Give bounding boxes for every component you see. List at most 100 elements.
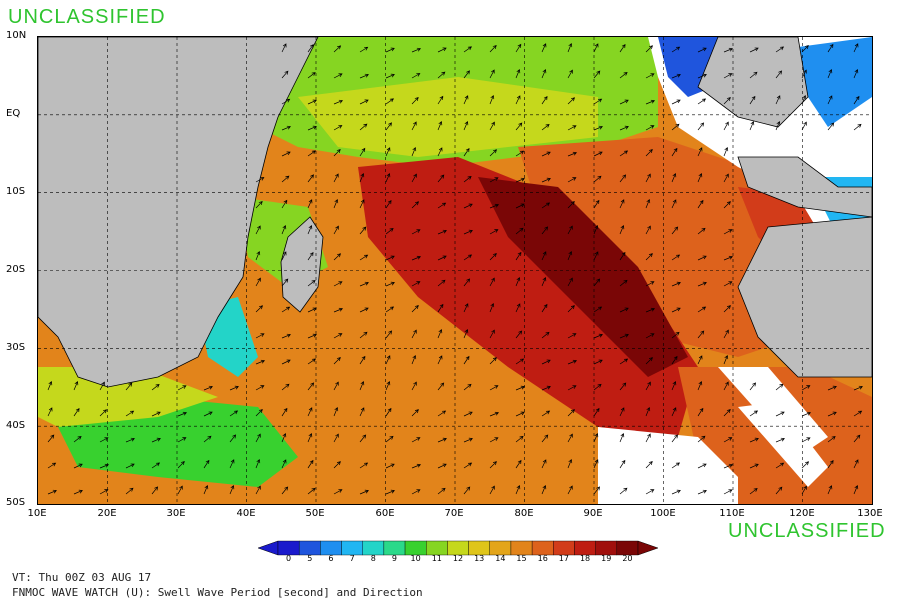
direction-arrow xyxy=(671,226,679,235)
legend-swatch xyxy=(553,540,575,556)
legend-value-label: 12 xyxy=(452,554,464,563)
direction-arrow xyxy=(463,203,473,209)
direction-arrow xyxy=(255,250,261,261)
direction-arrow xyxy=(619,43,626,53)
lat-label-10n: 10N xyxy=(6,30,27,41)
direction-arrow xyxy=(853,69,859,79)
direction-arrow xyxy=(619,199,625,209)
direction-arrow xyxy=(619,433,625,443)
direction-arrow xyxy=(99,489,109,495)
direction-arrow xyxy=(775,383,784,391)
central-red-band xyxy=(358,157,698,437)
direction-arrow xyxy=(671,254,681,261)
direction-arrow xyxy=(437,355,443,365)
direction-arrow xyxy=(671,173,677,183)
direction-arrow xyxy=(541,43,547,53)
lon-label-30e: 30E xyxy=(166,508,186,519)
direction-arrow xyxy=(333,45,342,53)
direction-arrow xyxy=(723,173,729,183)
direction-arrow xyxy=(723,489,733,495)
direction-arrow xyxy=(775,121,781,131)
southeast-asia-landmass xyxy=(697,37,809,128)
direction-arrow xyxy=(73,489,83,495)
direction-arrow xyxy=(671,331,680,339)
direction-arrow xyxy=(359,462,369,469)
direction-arrow xyxy=(541,202,551,209)
direction-arrow xyxy=(567,201,575,209)
legend-value-label: 0 xyxy=(286,554,292,563)
direction-arrow xyxy=(333,461,341,469)
legend-value-label: 18 xyxy=(579,554,591,563)
direction-arrow xyxy=(333,148,341,157)
direction-arrow xyxy=(463,411,473,417)
direction-arrow xyxy=(853,123,862,131)
legend-value-label: 20 xyxy=(622,554,633,563)
direction-arrow xyxy=(73,407,80,417)
direction-arrow xyxy=(515,251,522,261)
direction-arrow xyxy=(515,435,524,443)
direction-arrow xyxy=(125,463,135,469)
direction-arrow xyxy=(385,435,394,443)
direction-arrow xyxy=(827,460,834,469)
direction-arrow xyxy=(151,437,161,443)
direction-arrow xyxy=(307,333,317,339)
direction-arrow xyxy=(697,173,703,183)
direction-arrow xyxy=(671,307,681,313)
direction-arrow xyxy=(255,409,263,417)
northeast-blue-patch-2 xyxy=(798,37,872,127)
lon-label-100e: 100E xyxy=(650,508,676,519)
direction-arrow xyxy=(203,411,213,417)
direction-arrow xyxy=(697,281,707,287)
direction-arrow xyxy=(489,177,499,183)
lat-label-10s: 10S xyxy=(6,186,26,197)
direction-arrow xyxy=(567,69,573,79)
legend-swatch xyxy=(383,540,406,556)
direction-arrow xyxy=(203,459,210,469)
direction-arrow xyxy=(229,410,239,417)
direction-arrow xyxy=(749,382,757,391)
direction-arrow xyxy=(593,383,602,391)
direction-arrow xyxy=(281,125,291,131)
direction-arrow xyxy=(281,433,287,443)
direction-arrow xyxy=(281,407,288,417)
direction-arrow xyxy=(697,98,707,105)
direction-arrow xyxy=(437,463,447,469)
legend-value-label: 10 xyxy=(410,554,421,563)
direction-arrow xyxy=(307,174,314,183)
direction-arrow xyxy=(749,488,758,495)
direction-arrow xyxy=(671,147,678,157)
legend-swatch xyxy=(574,540,596,556)
direction-arrow xyxy=(541,123,550,131)
direction-arrow xyxy=(333,125,343,131)
direction-arrow xyxy=(567,125,577,131)
direction-arrow xyxy=(645,99,656,105)
direction-arrow xyxy=(697,47,707,53)
direction-arrow xyxy=(749,437,759,443)
direction-arrow xyxy=(437,410,447,417)
direction-arrow xyxy=(749,95,756,105)
direction-arrow xyxy=(437,147,443,157)
direction-arrow xyxy=(541,331,550,339)
direction-arrow xyxy=(671,199,677,209)
direction-arrow xyxy=(385,227,394,235)
legend-value-label: 6 xyxy=(328,554,334,563)
map-panel xyxy=(37,36,873,505)
direction-arrow xyxy=(515,277,521,287)
direction-arrow xyxy=(307,99,317,105)
direction-arrow xyxy=(307,487,316,495)
direction-arrow xyxy=(645,461,653,469)
direction-arrow xyxy=(645,489,655,495)
direction-arrow xyxy=(411,96,419,105)
direction-arrow xyxy=(281,175,290,183)
direction-arrow xyxy=(645,73,655,79)
classification-bottom: UNCLASSIFIED xyxy=(728,520,886,542)
direction-arrow xyxy=(385,463,395,469)
direction-arrow xyxy=(593,251,599,261)
direction-arrow xyxy=(411,47,422,53)
direction-arrow xyxy=(645,333,655,339)
direction-arrow xyxy=(671,281,681,287)
legend-value-label: 11 xyxy=(431,554,442,563)
direction-arrow xyxy=(515,485,521,495)
direction-arrow xyxy=(775,411,785,417)
direction-arrow xyxy=(775,462,785,469)
